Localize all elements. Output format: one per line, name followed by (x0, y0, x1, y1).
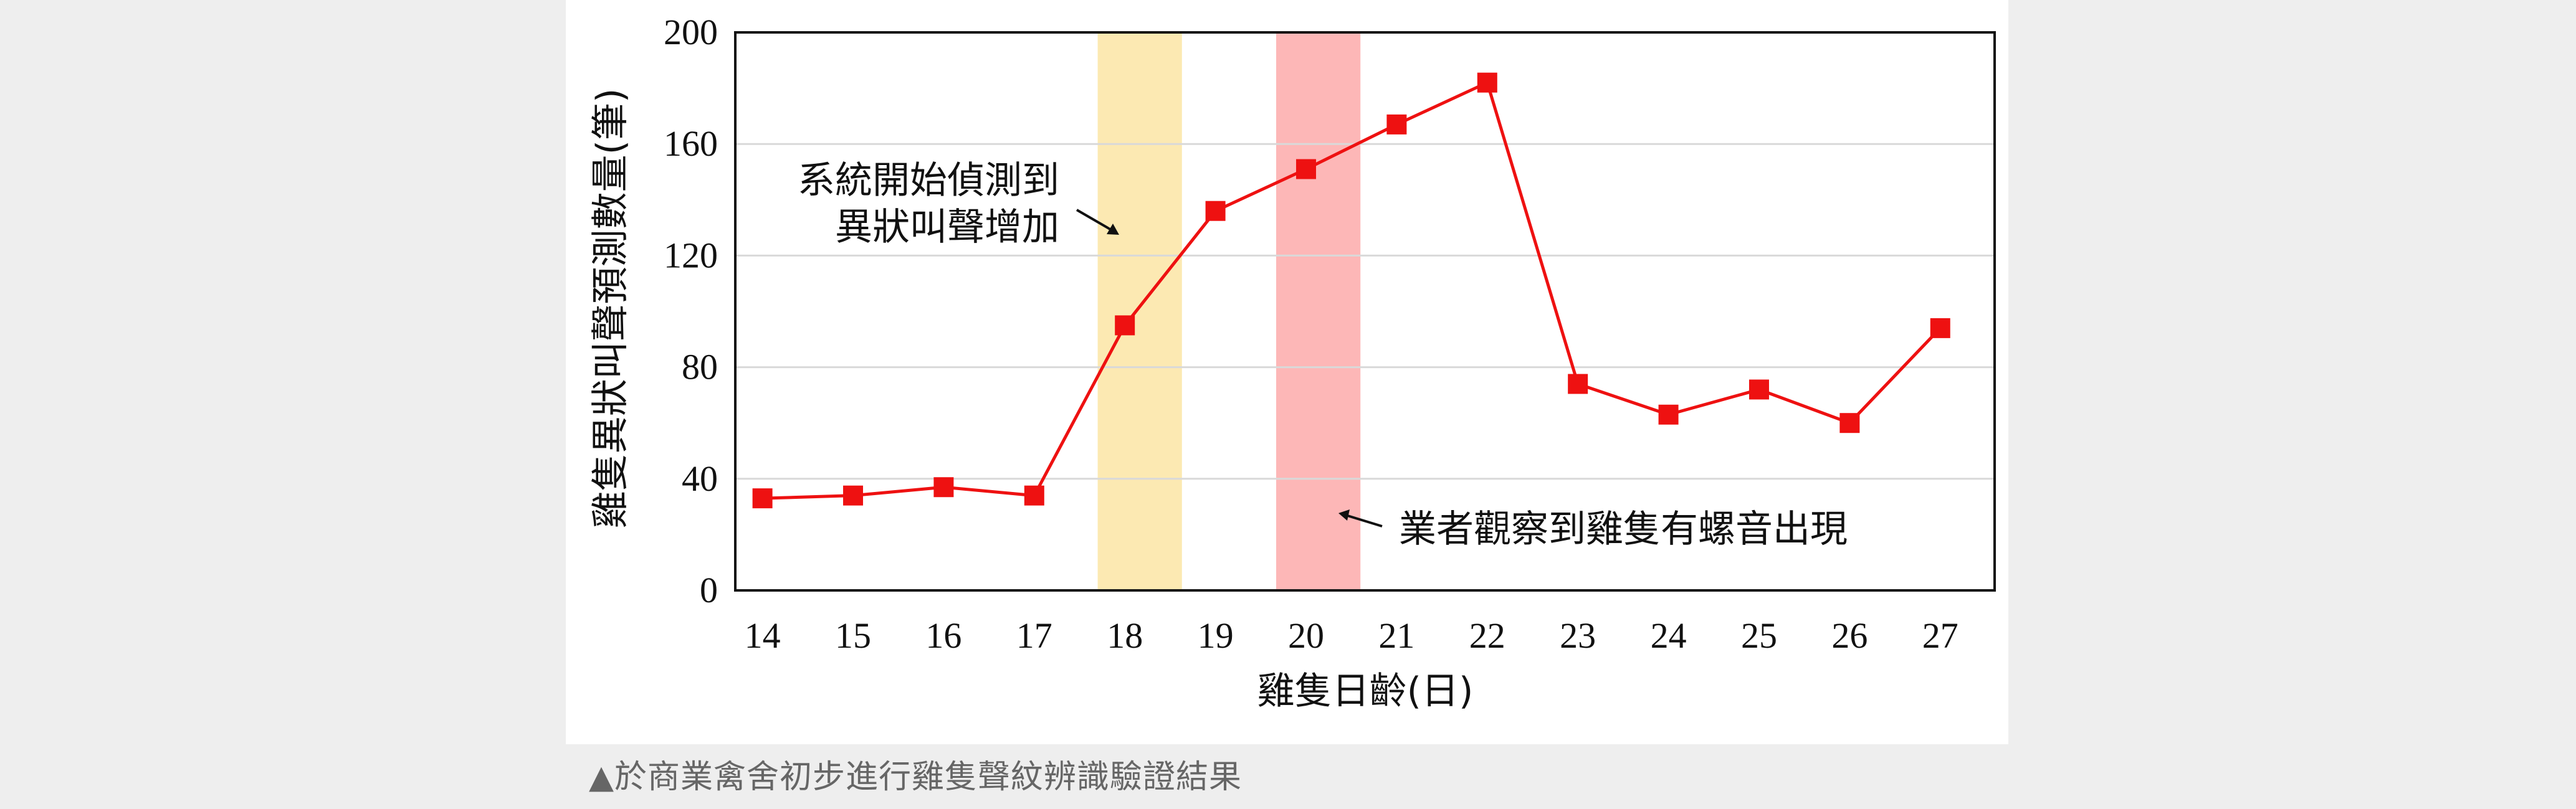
annotation-detect-line-2: 異狀叫聲增加 (835, 206, 1059, 249)
x-tick-label-27: 27 (1922, 615, 1958, 656)
data-point-21 (1386, 114, 1407, 135)
highlight-band-1 (1097, 32, 1182, 590)
x-tick-label-16: 16 (925, 615, 961, 656)
x-tick-label-25: 25 (1741, 615, 1777, 656)
data-point-20 (1295, 159, 1316, 179)
x-tick-label-18: 18 (1107, 615, 1143, 656)
x-tick-label-21: 21 (1378, 615, 1414, 656)
y-tick-label-0: 0 (700, 570, 718, 610)
data-point-22 (1477, 72, 1497, 93)
x-tick-label-24: 24 (1651, 615, 1687, 656)
y-tick-label-200: 200 (664, 12, 718, 52)
y-tick-label-40: 40 (682, 458, 718, 499)
data-point-25 (1748, 379, 1769, 400)
data-point-19 (1205, 201, 1226, 221)
annotation-observe-arrow (1338, 509, 1383, 528)
figure-caption: ▲於商業禽舍初步進行雞隻聲紋辨識驗證結果 (589, 759, 1242, 796)
x-tick-label-17: 17 (1016, 615, 1052, 656)
data-point-18 (1115, 315, 1135, 336)
data-point-16 (933, 477, 954, 498)
annotation-detect-arrow (1076, 209, 1119, 235)
data-point-14 (752, 488, 773, 509)
x-tick-label-19: 19 (1198, 615, 1234, 656)
x-tick-label-26: 26 (1831, 615, 1868, 656)
data-point-27 (1930, 318, 1950, 338)
y-tick-label-160: 160 (664, 123, 718, 164)
x-tick-label-15: 15 (835, 615, 871, 656)
y-axis-title: 雞隻異狀叫聲預測數量(筆) (589, 88, 632, 529)
data-point-23 (1568, 374, 1588, 394)
x-tick-label-20: 20 (1288, 615, 1324, 656)
y-tick-label-120: 120 (664, 235, 718, 275)
x-tick-label-14: 14 (745, 615, 781, 656)
highlight-band-2 (1276, 32, 1361, 590)
x-tick-label-23: 23 (1560, 615, 1596, 656)
annotation-detect-line-1: 系統開始偵測到 (798, 159, 1059, 202)
plot-frame (734, 31, 1996, 592)
series-line-1 (762, 81, 1942, 500)
data-point-24 (1658, 404, 1679, 425)
data-point-26 (1839, 413, 1860, 433)
data-point-17 (1024, 485, 1044, 506)
y-tick-label-80: 80 (682, 347, 718, 387)
annotation-observe: 業者觀察到雞隻有螺音出現 (1399, 508, 1848, 551)
x-axis-title: 雞隻日齡(日) (1257, 669, 1474, 713)
data-point-15 (843, 485, 864, 506)
x-tick-label-22: 22 (1469, 615, 1505, 656)
